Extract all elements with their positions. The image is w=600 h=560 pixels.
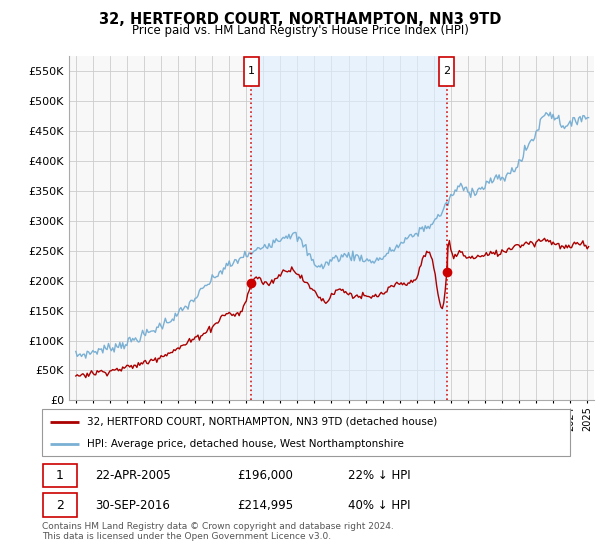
Text: 2: 2: [443, 67, 450, 77]
Text: 1: 1: [56, 469, 64, 482]
Text: HPI: Average price, detached house, West Northamptonshire: HPI: Average price, detached house, West…: [87, 438, 404, 449]
Bar: [251, 56, 446, 400]
Text: 2: 2: [56, 498, 64, 512]
Text: 32, HERTFORD COURT, NORTHAMPTON, NN3 9TD: 32, HERTFORD COURT, NORTHAMPTON, NN3 9TD: [99, 12, 501, 27]
Text: 1: 1: [248, 67, 255, 77]
FancyBboxPatch shape: [42, 409, 570, 456]
Text: Price paid vs. HM Land Registry's House Price Index (HPI): Price paid vs. HM Land Registry's House …: [131, 24, 469, 36]
Text: 22% ↓ HPI: 22% ↓ HPI: [348, 469, 411, 482]
Text: 22-APR-2005: 22-APR-2005: [95, 469, 170, 482]
Text: 30-SEP-2016: 30-SEP-2016: [95, 498, 170, 512]
FancyBboxPatch shape: [439, 57, 454, 86]
Text: Contains HM Land Registry data © Crown copyright and database right 2024.
This d: Contains HM Land Registry data © Crown c…: [42, 522, 394, 542]
Text: 32, HERTFORD COURT, NORTHAMPTON, NN3 9TD (detached house): 32, HERTFORD COURT, NORTHAMPTON, NN3 9TD…: [87, 417, 437, 427]
Text: £214,995: £214,995: [238, 498, 293, 512]
FancyBboxPatch shape: [43, 493, 77, 517]
Text: £196,000: £196,000: [238, 469, 293, 482]
FancyBboxPatch shape: [244, 57, 259, 86]
Text: 40% ↓ HPI: 40% ↓ HPI: [348, 498, 411, 512]
FancyBboxPatch shape: [43, 464, 77, 487]
